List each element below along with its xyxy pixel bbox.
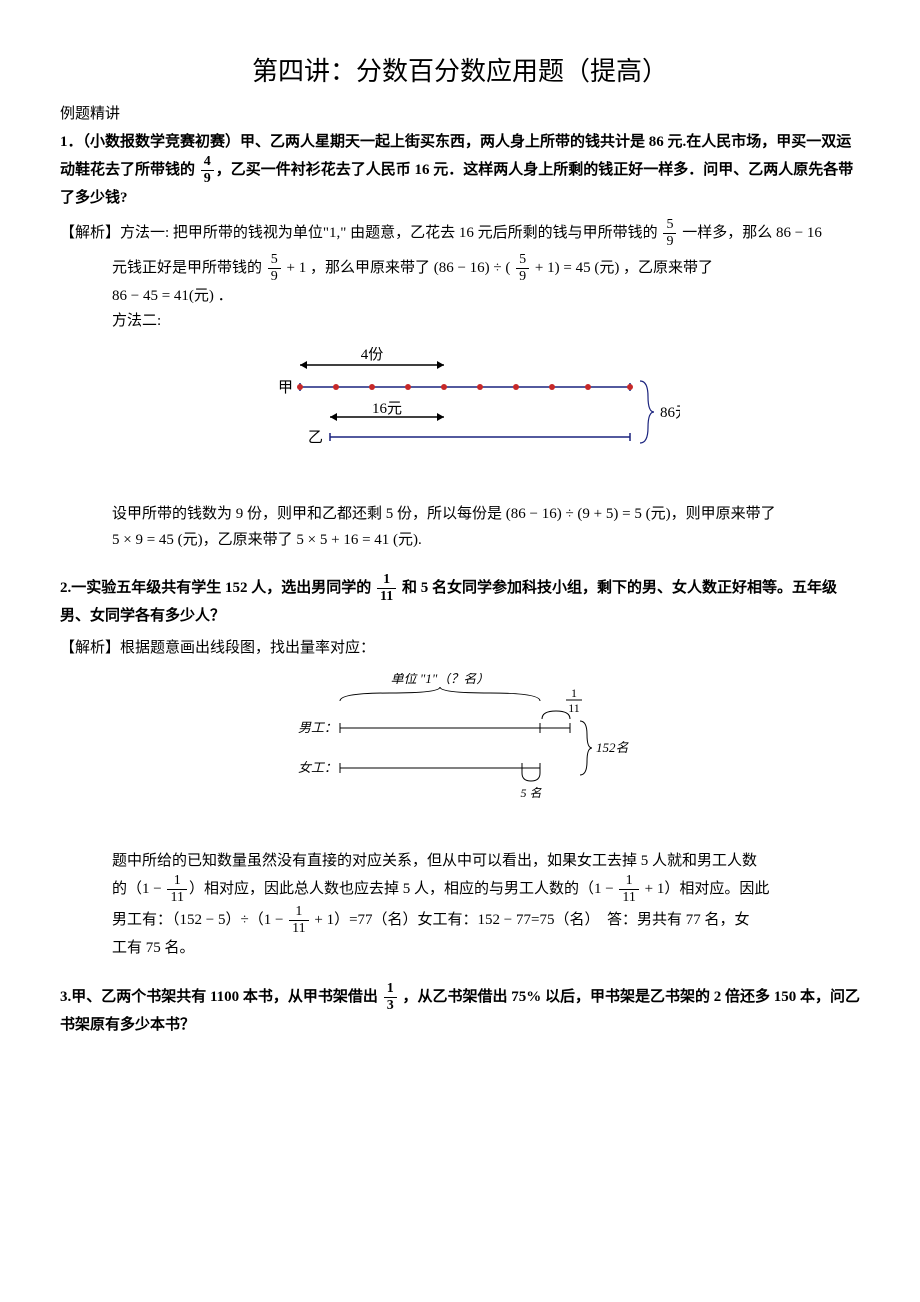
fraction: 59 bbox=[268, 253, 281, 284]
fraction: 13 bbox=[384, 982, 397, 1013]
p2-analysis: 【解析】根据题意画出线段图，找出量率对应： bbox=[60, 636, 860, 662]
p1-m2a: 设甲所带的钱数为 9 份，则甲和乙都还剩 5 份，所以每份是 (86 − 16)… bbox=[112, 506, 776, 522]
problem-2: 2.一实验五年级共有学生 152 人，选出男同学的 111 和 5 名女同学参加… bbox=[60, 573, 860, 630]
section-subtitle: 例题精讲 bbox=[60, 102, 860, 128]
svg-text:甲: 甲 bbox=[278, 380, 293, 396]
p1-m1-body: 元钱正好是甲所带钱的 59 + 1 ，那么甲原来带了 (86 − 16) ÷ (… bbox=[112, 253, 860, 335]
p2-body-c-b: + 1）=77（名）女工有：152 − 77=75（名） 答：男共有 77 名，… bbox=[311, 912, 750, 928]
fraction: 111 bbox=[289, 905, 308, 936]
svg-text:单位 "1"（？名）: 单位 "1"（？名） bbox=[391, 673, 490, 686]
p1-m2-body: 设甲所带的钱数为 9 份，则甲和乙都还剩 5 份，所以每份是 (86 − 16)… bbox=[112, 502, 860, 553]
p1-m1b: 一样多，那么 86 − 16 bbox=[678, 225, 821, 241]
frac-num: 5 bbox=[663, 218, 676, 234]
frac-num: 1 bbox=[619, 874, 638, 890]
frac-den: 9 bbox=[201, 171, 214, 186]
frac-den: 11 bbox=[167, 890, 186, 905]
p1-m1c-c: + 1) = 45 (元) ，乙原来带了 bbox=[531, 260, 713, 276]
fraction: 59 bbox=[663, 218, 676, 249]
frac-num: 5 bbox=[516, 253, 529, 269]
p1-diagram: 甲 4份乙 16元 86元 bbox=[60, 347, 860, 487]
p2-number: 2. bbox=[60, 580, 71, 596]
frac-den: 9 bbox=[268, 269, 281, 284]
p2-ana-a: 根据题意画出线段图，找出量率对应： bbox=[120, 640, 375, 656]
frac-num: 1 bbox=[167, 874, 186, 890]
problem-1: 1．（小数报数学竞赛初赛）甲、乙两人星期天一起上街买东西，两人身上所带的钱共计是… bbox=[60, 130, 860, 212]
fraction: 111 bbox=[377, 573, 396, 604]
p1-m1d: 86 − 45 = 41(元) ． bbox=[112, 284, 860, 310]
p2-diagram: 单位 "1"（？名） 男工： 女工： 111 152名 5 名 bbox=[60, 673, 860, 833]
svg-text:4份: 4份 bbox=[361, 347, 384, 363]
p1-number: 1． bbox=[60, 134, 83, 150]
svg-text:11: 11 bbox=[568, 701, 580, 715]
frac-den: 3 bbox=[384, 998, 397, 1013]
frac-den: 9 bbox=[663, 234, 676, 249]
fraction: 111 bbox=[619, 874, 638, 905]
p3-number: 3. bbox=[60, 989, 71, 1005]
p1-m2b: 5 × 9 = 45 (元)，乙原来带了 5 × 5 + 16 = 41 (元)… bbox=[112, 532, 422, 548]
problem-3: 3.甲、乙两个书架共有 1100 本书，从甲书架借出 13 ，从乙书架借出 75… bbox=[60, 982, 860, 1039]
analysis-label: 【解析】 bbox=[60, 640, 120, 656]
p1-diagram-svg: 甲 4份乙 16元 86元 bbox=[240, 347, 680, 477]
svg-text:乙: 乙 bbox=[308, 430, 323, 446]
frac-num: 1 bbox=[289, 905, 308, 921]
svg-text:86元: 86元 bbox=[660, 405, 680, 421]
frac-num: 4 bbox=[201, 155, 214, 171]
svg-text:男工：: 男工： bbox=[298, 720, 337, 735]
p1-m1c-b: + 1 ，那么甲原来带了 (86 − 16) ÷ ( bbox=[283, 260, 514, 276]
frac-den: 11 bbox=[289, 921, 308, 936]
p1-m1c-a: 元钱正好是甲所带钱的 bbox=[112, 260, 266, 276]
frac-den: 11 bbox=[377, 589, 396, 604]
frac-num: 1 bbox=[377, 573, 396, 589]
fraction: 49 bbox=[201, 155, 214, 186]
p2-body-b-a: 的（1 − bbox=[112, 881, 165, 897]
frac-num: 5 bbox=[268, 253, 281, 269]
p2-body-b-b: ）相对应，因此总人数也应去掉 5 人，相应的与男工人数的（1 − bbox=[189, 881, 617, 897]
p2-body-b-c: + 1）相对应。因此 bbox=[641, 881, 769, 897]
fraction: 111 bbox=[167, 874, 186, 905]
p1-m1a: 方法一: 把甲所带的钱视为单位"1," 由题意，乙花去 16 元后所剩的钱与甲所… bbox=[120, 225, 661, 241]
frac-den: 11 bbox=[619, 890, 638, 905]
frac-den: 9 bbox=[516, 269, 529, 284]
p2-body-a: 题中所给的已知数量虽然没有直接的对应关系，但从中可以看出，如果女工去掉 5 人就… bbox=[112, 849, 860, 875]
p1-m2-label: 方法二: bbox=[112, 309, 860, 335]
p2-body: 题中所给的已知数量虽然没有直接的对应关系，但从中可以看出，如果女工去掉 5 人就… bbox=[112, 849, 860, 962]
p2-text-a: 一实验五年级共有学生 152 人，选出男同学的 bbox=[71, 580, 375, 596]
svg-text:152名: 152名 bbox=[596, 740, 630, 755]
p3-text-a: 甲、乙两个书架共有 1100 本书，从甲书架借出 bbox=[71, 989, 381, 1005]
page-title: 第四讲：分数百分数应用题（提高） bbox=[60, 50, 860, 94]
p2-diagram-svg: 单位 "1"（？名） 男工： 女工： 111 152名 5 名 bbox=[280, 673, 640, 823]
p1-analysis: 【解析】方法一: 把甲所带的钱视为单位"1," 由题意，乙花去 16 元后所剩的… bbox=[60, 218, 860, 249]
frac-num: 1 bbox=[384, 982, 397, 998]
svg-text:1: 1 bbox=[571, 686, 577, 700]
svg-text:16元: 16元 bbox=[372, 401, 402, 417]
svg-text:5 名: 5 名 bbox=[520, 786, 542, 800]
fraction: 59 bbox=[516, 253, 529, 284]
svg-text:女工：: 女工： bbox=[298, 760, 337, 775]
analysis-label: 【解析】 bbox=[60, 225, 120, 241]
p2-body-d: 工有 75 名。 bbox=[112, 936, 860, 962]
p2-body-c-a: 男工有：（152 − 5）÷（1 − bbox=[112, 912, 287, 928]
